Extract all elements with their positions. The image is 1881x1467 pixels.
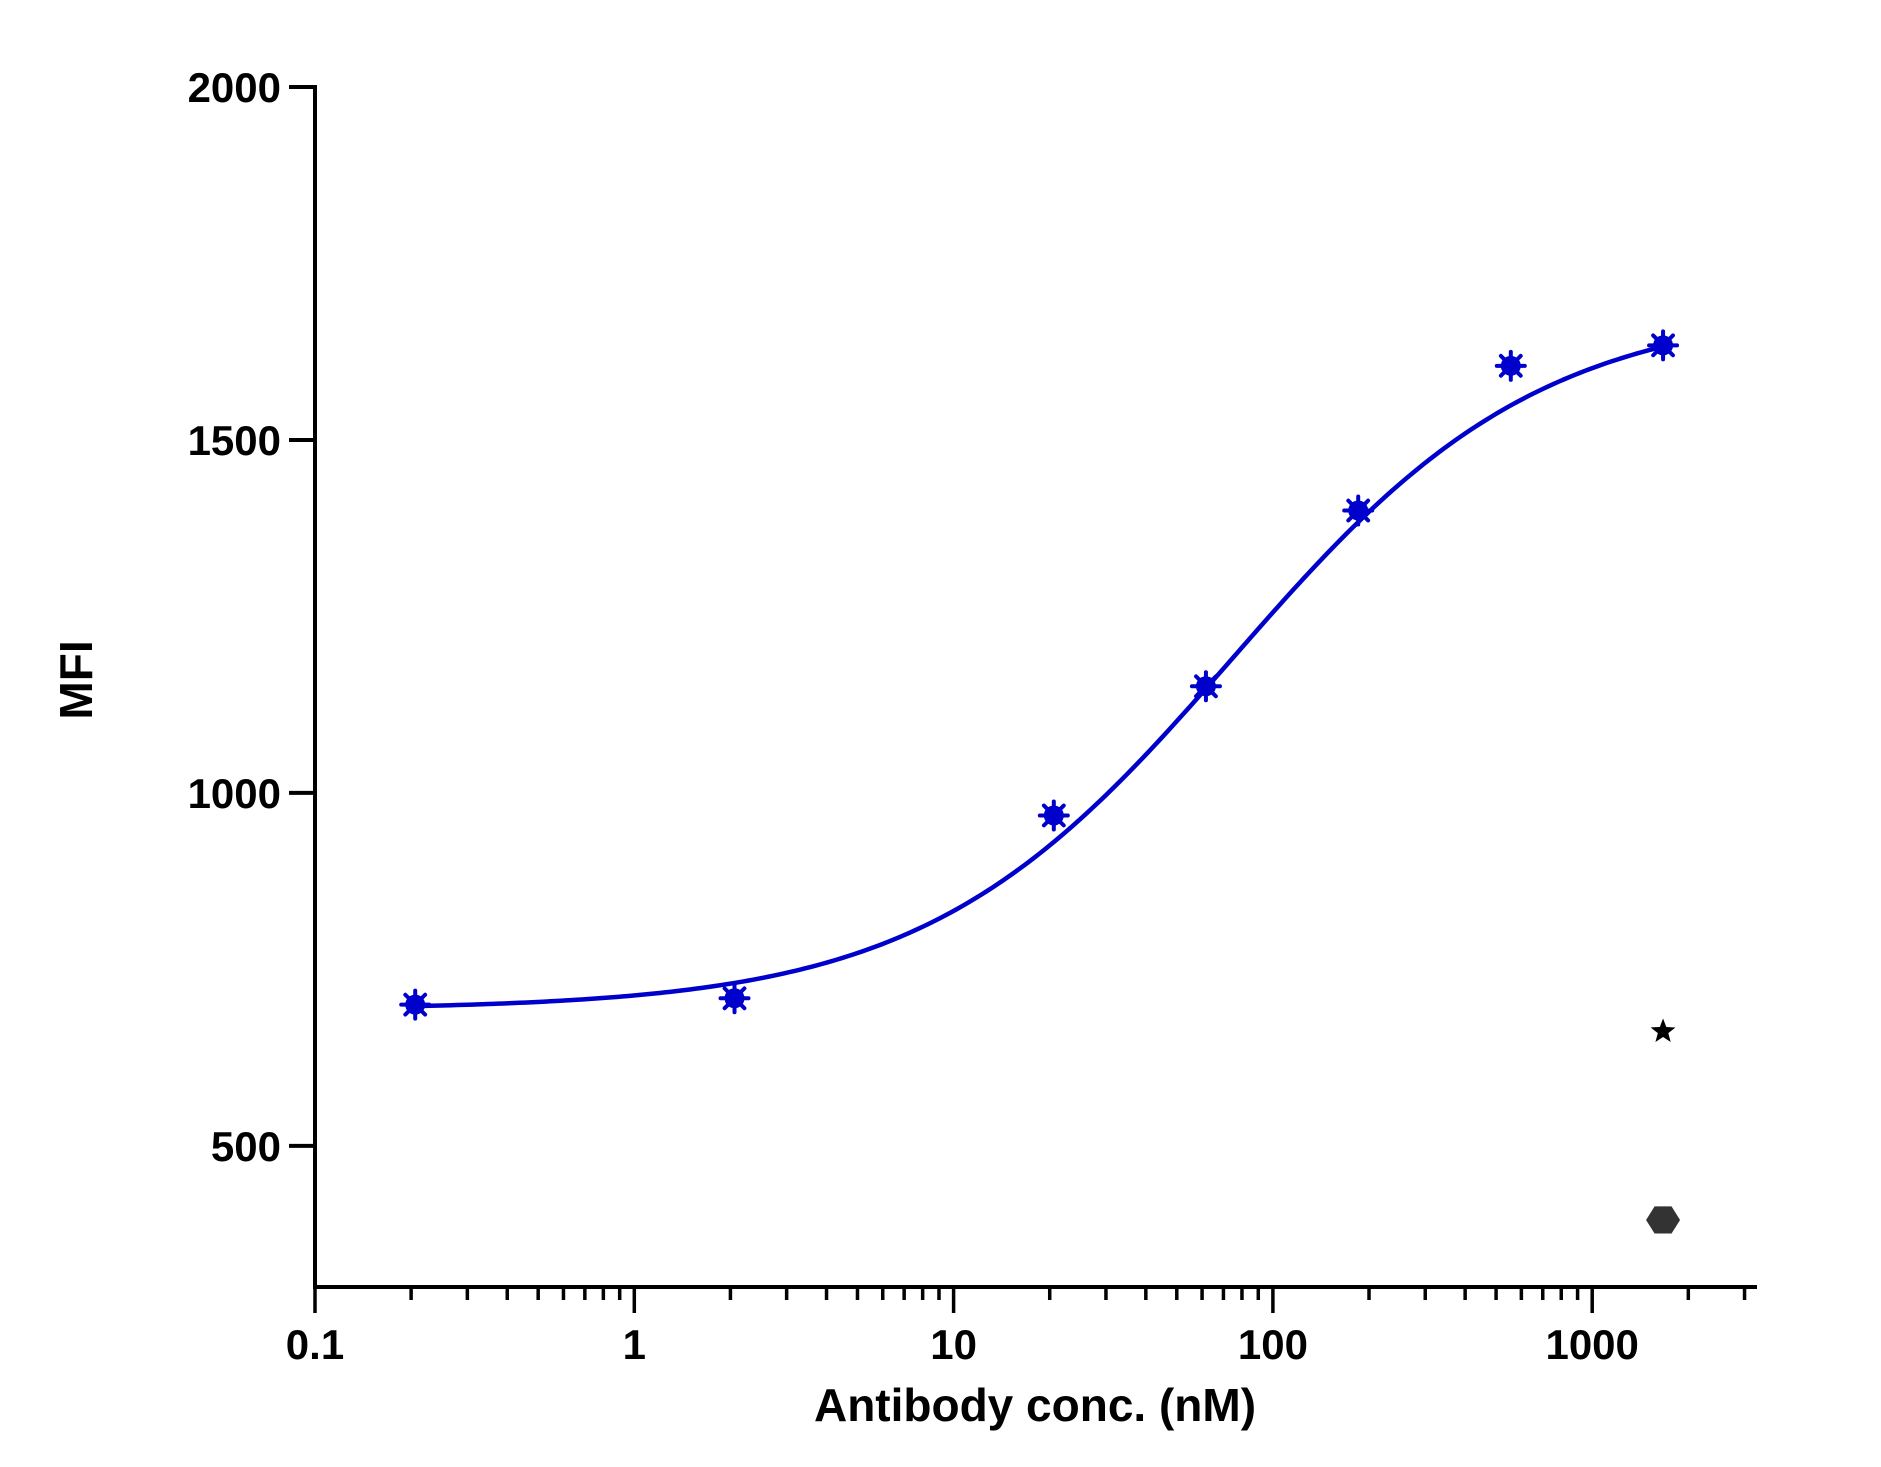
data-point bbox=[1647, 329, 1680, 362]
x-tick-label: 1 bbox=[623, 1321, 646, 1368]
data-point bbox=[718, 982, 751, 1015]
x-axis-ticks: 0.1 1 10 100 1000 bbox=[286, 1287, 1747, 1368]
x-tick-label: 10 bbox=[930, 1321, 977, 1368]
x-tick-label: 0.1 bbox=[286, 1321, 344, 1368]
data-points bbox=[399, 329, 1681, 1234]
data-point bbox=[1189, 670, 1222, 703]
x-axis-title: Antibody conc. (nM) bbox=[814, 1379, 1256, 1431]
y-tick-label: 1000 bbox=[188, 770, 281, 817]
data-point-hexagon bbox=[1646, 1206, 1681, 1234]
data-point bbox=[1037, 799, 1070, 832]
data-point bbox=[399, 988, 432, 1021]
y-axis-ticks: 500 1000 1500 2000 bbox=[188, 64, 315, 1170]
axes bbox=[313, 85, 1757, 1289]
y-tick-label: 2000 bbox=[188, 64, 281, 111]
data-point-star bbox=[1650, 1018, 1676, 1042]
fit-curve bbox=[412, 344, 1666, 1009]
y-tick-label: 500 bbox=[211, 1123, 281, 1170]
data-point bbox=[1494, 349, 1527, 382]
x-tick-label: 100 bbox=[1238, 1321, 1308, 1368]
y-axis-title: MFI bbox=[50, 640, 102, 719]
x-tick-label: 1000 bbox=[1545, 1321, 1638, 1368]
fit-curves bbox=[412, 344, 1666, 1009]
data-point bbox=[1342, 494, 1375, 527]
y-tick-label: 1500 bbox=[188, 417, 281, 464]
